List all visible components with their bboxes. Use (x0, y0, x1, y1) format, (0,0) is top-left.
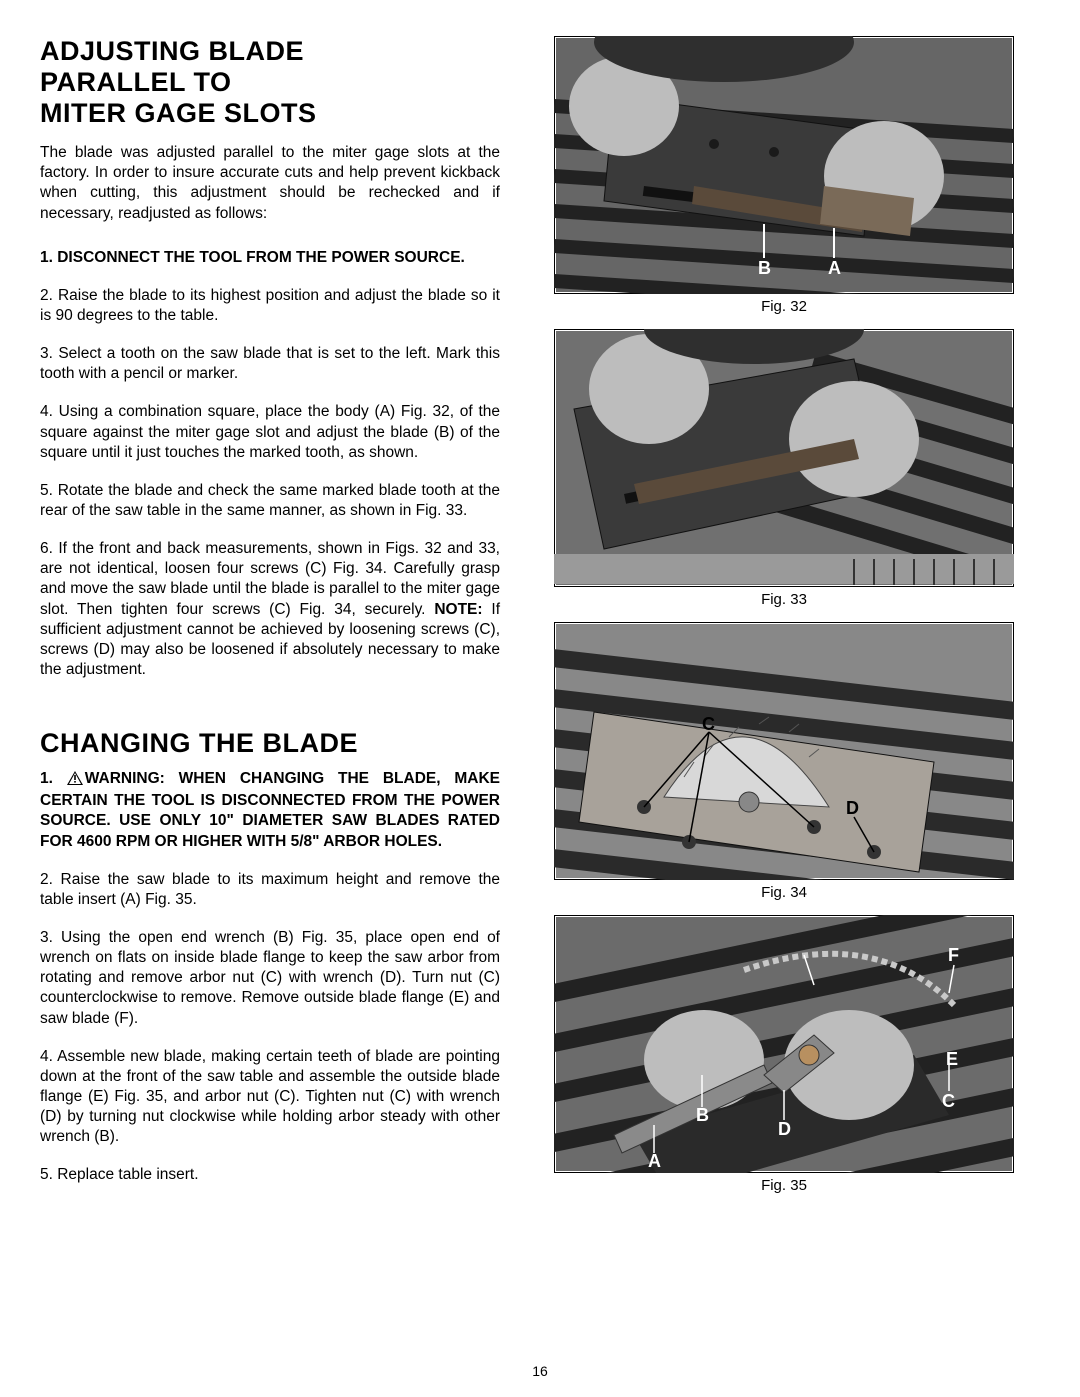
left-column: ADJUSTING BLADE PARALLEL TO MITER GAGE S… (40, 36, 500, 1203)
figure-34: C D Fig. 34 (528, 622, 1040, 901)
page-content: ADJUSTING BLADE PARALLEL TO MITER GAGE S… (40, 36, 1040, 1203)
figure-32-caption: Fig. 32 (761, 298, 807, 315)
heading-line: PARALLEL TO (40, 67, 232, 97)
fig35-label-d: D (778, 1119, 791, 1139)
section1-step3: 3. Select a tooth on the saw blade that … (40, 344, 500, 384)
figure-33: Fig. 33 (528, 329, 1040, 608)
heading-line: MITER GAGE SLOTS (40, 98, 317, 128)
warning-icon (67, 771, 83, 791)
fig35-label-a: A (648, 1151, 661, 1171)
step1-warning-text: WARNING: WHEN CHANGING THE BLADE, MAKE C… (40, 770, 500, 849)
section2-heading: CHANGING THE BLADE (40, 728, 500, 759)
fig34-label-d: D (846, 798, 859, 818)
section2-step3: 3. Using the open end wrench (B) Fig. 35… (40, 928, 500, 1029)
figure-34-caption: Fig. 34 (761, 884, 807, 901)
figure-35: A B D C F E Fig. 35 (528, 915, 1040, 1194)
step6-text-a: 6. If the front and back measurements, s… (40, 540, 500, 617)
section2-step5: 5. Replace table insert. (40, 1165, 500, 1185)
right-column: B A Fig. 32 (528, 36, 1040, 1203)
figure-32-image: B A (554, 36, 1014, 294)
figure-34-image: C D (554, 622, 1014, 880)
section2-step2: 2. Raise the saw blade to its maximum he… (40, 870, 500, 910)
figure-32: B A Fig. 32 (528, 36, 1040, 315)
fig34-label-c: C (702, 714, 715, 734)
step1-prefix: 1. (40, 770, 67, 787)
fig32-label-b: B (758, 258, 771, 278)
section1-step4: 4. Using a combination square, place the… (40, 402, 500, 462)
page-number: 16 (0, 1363, 1080, 1379)
section1-step6: 6. If the front and back measurements, s… (40, 539, 500, 680)
fig35-label-c: C (942, 1091, 955, 1111)
fig35-label-f: F (948, 945, 959, 965)
section1-step2: 2. Raise the blade to its highest positi… (40, 286, 500, 326)
fig35-label-e: E (946, 1049, 958, 1069)
section2-step4: 4. Assemble new blade, making certain te… (40, 1047, 500, 1148)
section1-step1: 1. DISCONNECT THE TOOL FROM THE POWER SO… (40, 248, 500, 268)
heading-line: ADJUSTING BLADE (40, 36, 304, 66)
section1-intro: The blade was adjusted parallel to the m… (40, 143, 500, 224)
fig35-label-b: B (696, 1105, 709, 1125)
figure-33-image (554, 329, 1014, 587)
figure-35-caption: Fig. 35 (761, 1177, 807, 1194)
section1-heading: ADJUSTING BLADE PARALLEL TO MITER GAGE S… (40, 36, 500, 129)
figure-35-image: A B D C F E (554, 915, 1014, 1173)
step6-note: NOTE: (434, 601, 482, 618)
fig32-label-a: A (828, 258, 841, 278)
figure-33-caption: Fig. 33 (761, 591, 807, 608)
section2-step1: 1. WARNING: WHEN CHANGING THE BLADE, MAK… (40, 769, 500, 852)
section1-step5: 5. Rotate the blade and check the same m… (40, 481, 500, 521)
